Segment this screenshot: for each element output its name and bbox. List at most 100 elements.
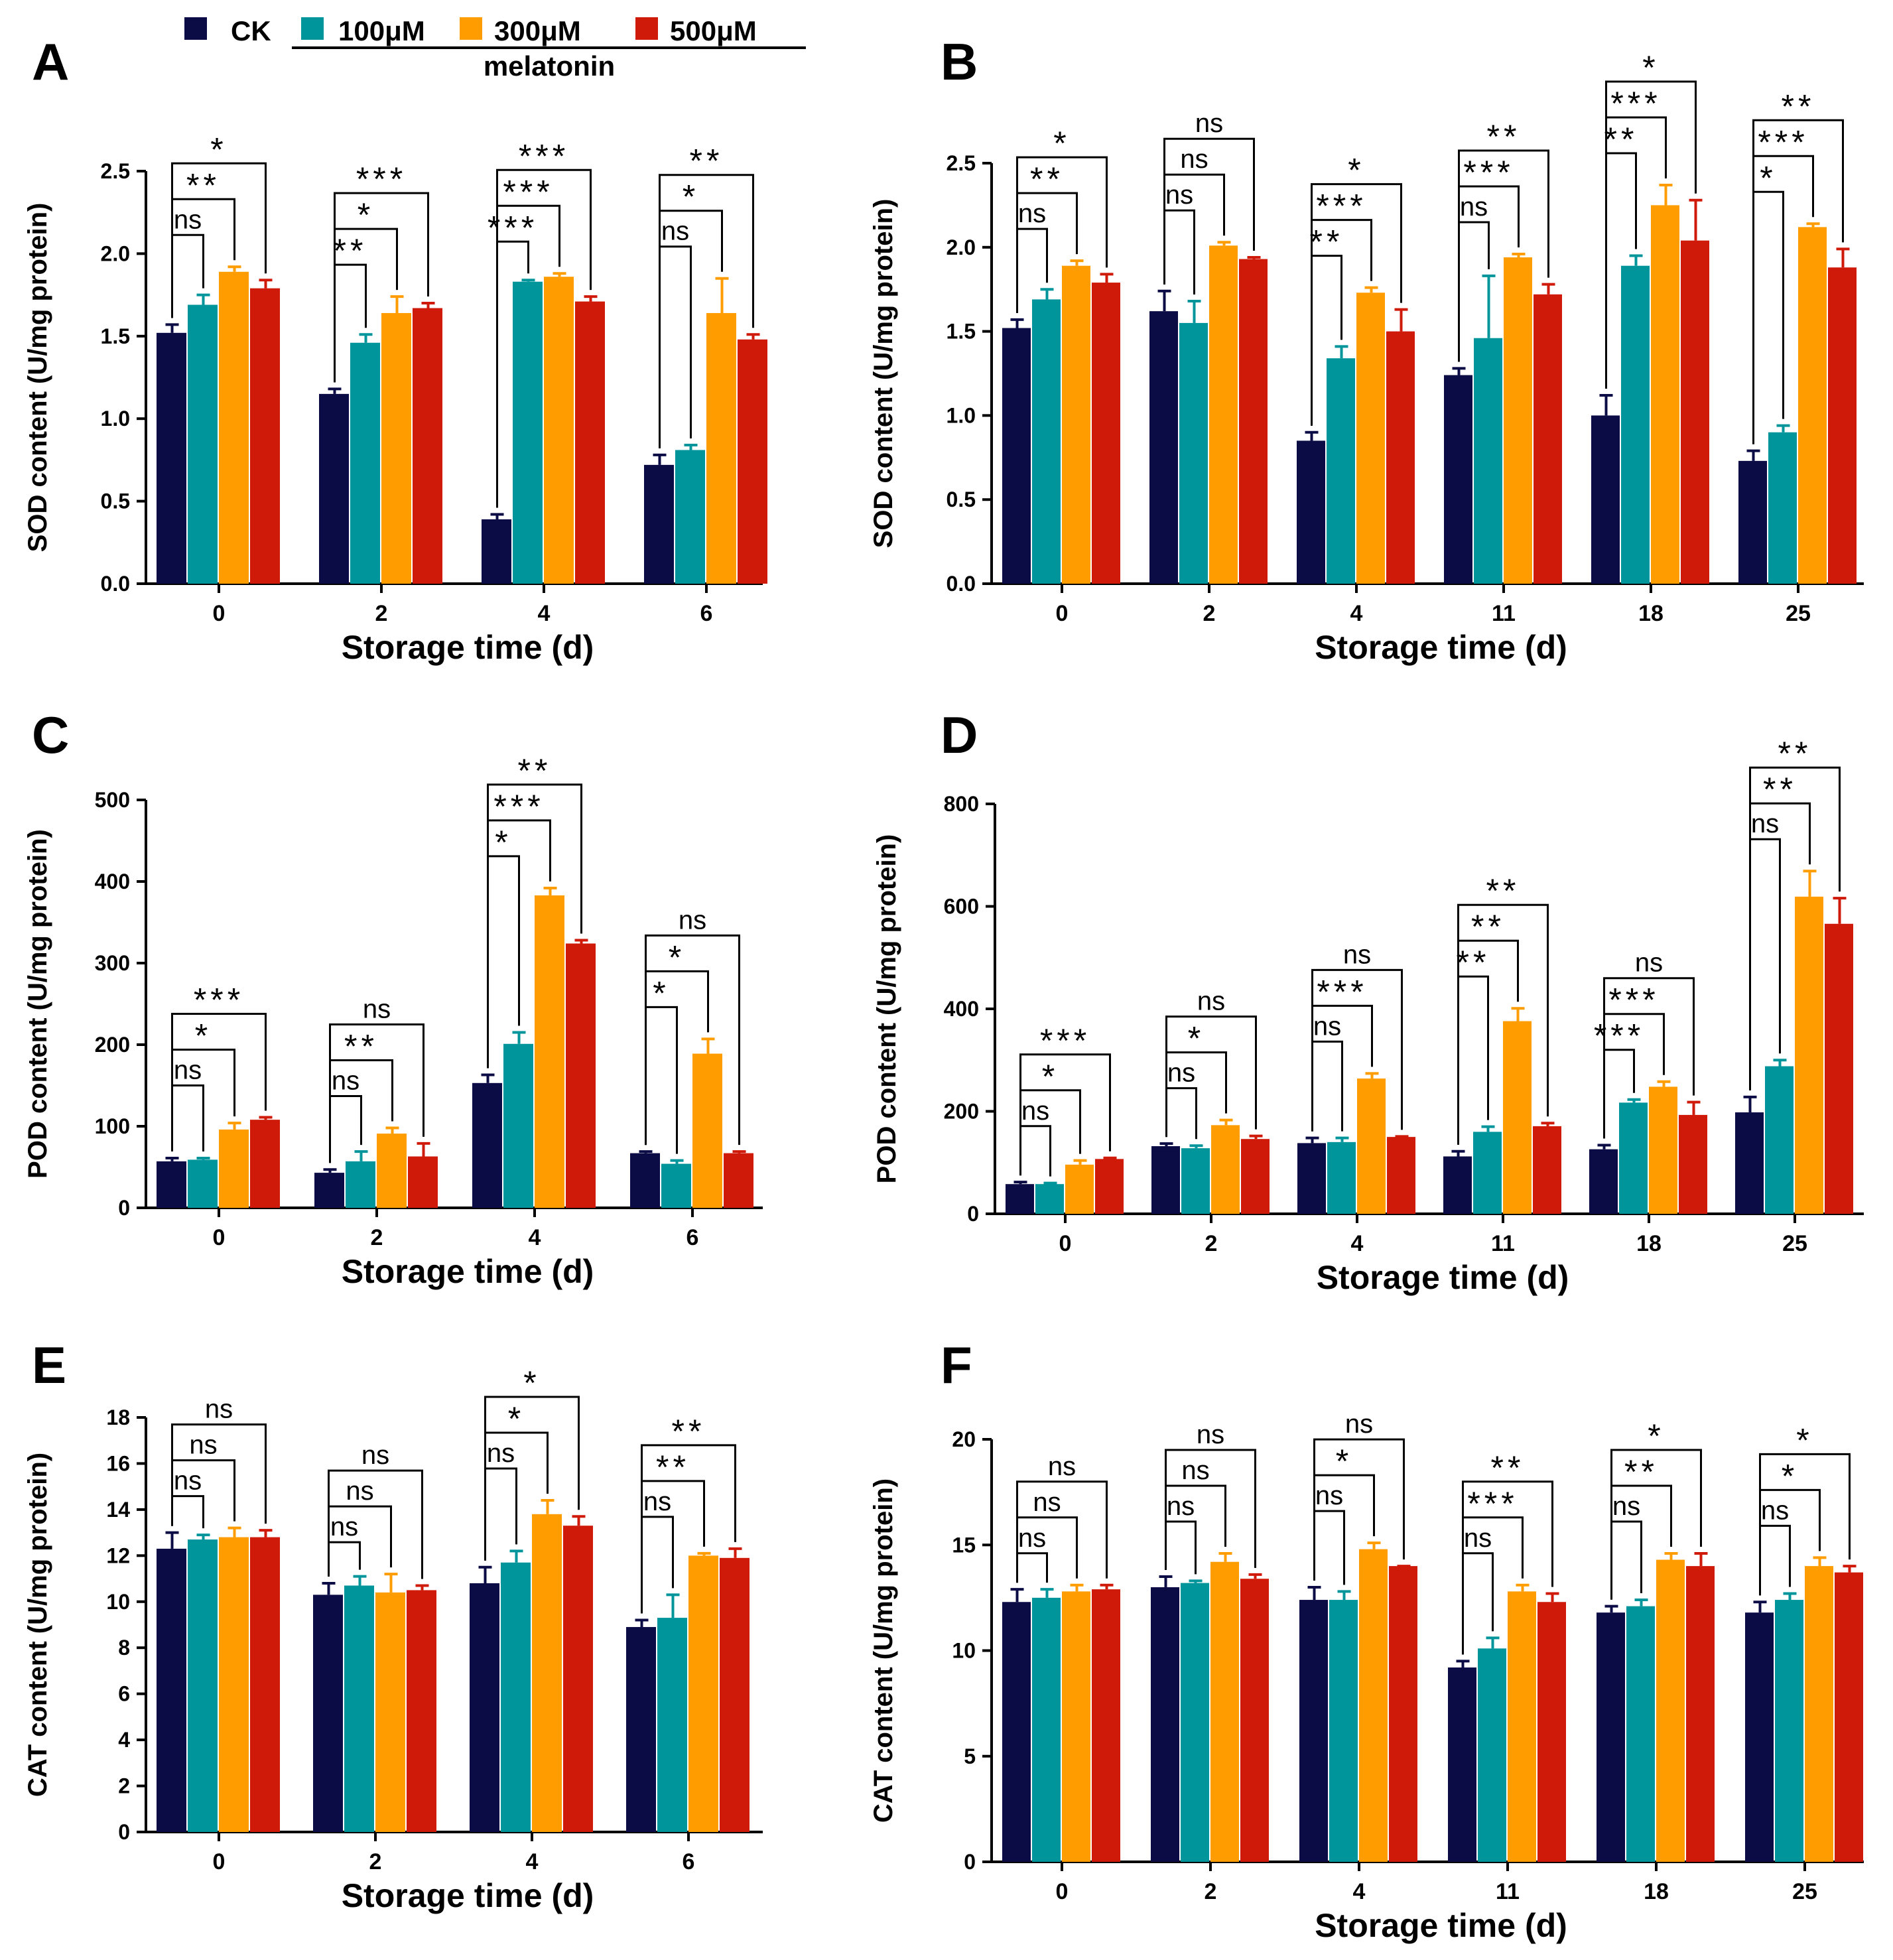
y-tick-label: 10 xyxy=(106,1590,130,1614)
significance-label: * xyxy=(1188,1020,1205,1057)
x-tick-label: 2 xyxy=(1203,601,1216,626)
bar xyxy=(661,1163,691,1208)
x-tick-label: 11 xyxy=(1496,1879,1520,1904)
significance-label: *** xyxy=(1610,85,1661,122)
significance-label: ** xyxy=(1604,121,1638,158)
significance-label: ** xyxy=(1491,1449,1525,1486)
y-tick-label: 12 xyxy=(106,1543,130,1567)
bar xyxy=(344,1585,374,1832)
bar xyxy=(706,312,736,584)
significance-bracket xyxy=(641,1444,736,1614)
x-tick-label: 0 xyxy=(1056,601,1069,626)
bar xyxy=(1002,1602,1031,1862)
significance-label: ** xyxy=(1471,908,1505,945)
significance-label: * xyxy=(210,131,227,168)
significance-bracket xyxy=(1457,903,1549,1145)
bar xyxy=(513,281,543,584)
significance-label: ns xyxy=(361,1441,389,1470)
bar xyxy=(675,450,705,584)
x-axis-title: Storage time (d) xyxy=(1315,629,1567,666)
bar xyxy=(738,339,767,584)
significance-label: *** xyxy=(488,209,538,246)
significance-label: ** xyxy=(1487,118,1521,155)
bar xyxy=(1327,358,1355,584)
x-tick-label: 18 xyxy=(1644,1879,1669,1904)
significance-label: *** xyxy=(519,137,569,174)
x-axis-title: Storage time (d) xyxy=(342,629,594,666)
bar xyxy=(1478,1648,1506,1862)
y-tick-label: 400 xyxy=(95,870,130,893)
bar xyxy=(501,1562,531,1832)
significance-label: ns xyxy=(1343,940,1371,969)
significance-label: ns xyxy=(174,205,202,234)
bar xyxy=(482,519,511,584)
significance-label: * xyxy=(1760,159,1776,196)
significance-label: * xyxy=(1042,1058,1059,1095)
y-tick-label: 15 xyxy=(952,1533,976,1557)
bar xyxy=(1062,1591,1090,1862)
bar xyxy=(1035,1184,1064,1214)
bar xyxy=(1651,205,1679,584)
bar xyxy=(1444,375,1472,584)
x-tick-label: 4 xyxy=(1350,601,1363,626)
bar xyxy=(1534,294,1562,584)
x-axis-title: Storage time (d) xyxy=(1317,1259,1569,1296)
significance-label: *** xyxy=(194,981,244,1018)
bar xyxy=(407,1590,436,1832)
bar xyxy=(1149,311,1178,584)
y-tick-label: 1.0 xyxy=(946,403,976,427)
x-axis-title: Storage time (d) xyxy=(342,1877,594,1914)
bar xyxy=(1504,257,1532,584)
bar xyxy=(1006,1184,1034,1214)
significance-label: * xyxy=(1053,125,1070,162)
bar xyxy=(1032,1597,1061,1862)
significance-bracket xyxy=(1016,156,1108,313)
panel-label-e: E xyxy=(32,1336,66,1394)
bar xyxy=(1775,1600,1803,1862)
significance-label: ns xyxy=(1180,145,1208,174)
panel-f: F 0 5 10 15 20 CAT content (U/mg protein) 0 ns ns… xyxy=(869,1336,1864,1944)
significance-label: ns xyxy=(1197,1420,1224,1449)
x-axis-title: Storage time (d) xyxy=(1315,1907,1567,1944)
significance-label: ns xyxy=(346,1476,373,1506)
bar xyxy=(644,464,674,584)
significance-label: ns xyxy=(1181,1456,1209,1485)
y-tick-label: 0 xyxy=(118,1820,130,1844)
significance-label: * xyxy=(653,974,669,1012)
y-axis-title: SOD content (U/mg protein) xyxy=(23,203,52,553)
bar xyxy=(532,1514,562,1832)
significance-bracket xyxy=(1165,1015,1257,1138)
significance-label: ns xyxy=(1315,1481,1343,1510)
panel-b: B 0.0 0.5 1.0 1.5 2.0 2.5 SOD content (U/mg pro… xyxy=(869,33,1864,666)
bar xyxy=(1448,1667,1476,1862)
y-tick-label: 1.0 xyxy=(101,407,130,430)
bar xyxy=(188,1539,218,1832)
bar xyxy=(1679,1114,1707,1214)
y-tick-label: 0 xyxy=(964,1850,976,1874)
bar xyxy=(1095,1159,1124,1214)
bar xyxy=(626,1626,656,1832)
x-tick-label: 2 xyxy=(369,1849,382,1874)
bar xyxy=(1681,240,1709,584)
significance-label: * xyxy=(1348,152,1364,189)
bar xyxy=(1179,322,1208,584)
significance-bracket xyxy=(1462,1480,1553,1655)
significance-label: ns xyxy=(1195,109,1223,138)
significance-label: ns xyxy=(1464,1524,1492,1553)
bar xyxy=(1649,1086,1677,1214)
y-tick-label: 16 xyxy=(106,1451,130,1475)
significance-label: ns xyxy=(363,994,391,1023)
significance-label: * xyxy=(358,196,374,233)
significance-label: ** xyxy=(344,1027,378,1065)
bar xyxy=(1359,1549,1388,1862)
x-tick-label: 11 xyxy=(1492,601,1516,626)
bar xyxy=(1765,1066,1794,1214)
bar xyxy=(1735,1112,1764,1214)
significance-label: ns xyxy=(1167,1059,1195,1088)
significance-label: * xyxy=(495,824,511,861)
bar xyxy=(1825,923,1853,1214)
bar xyxy=(1386,331,1415,584)
significance-label: * xyxy=(1796,1421,1813,1459)
bar xyxy=(1239,259,1268,584)
significance-bracket xyxy=(1311,183,1402,426)
